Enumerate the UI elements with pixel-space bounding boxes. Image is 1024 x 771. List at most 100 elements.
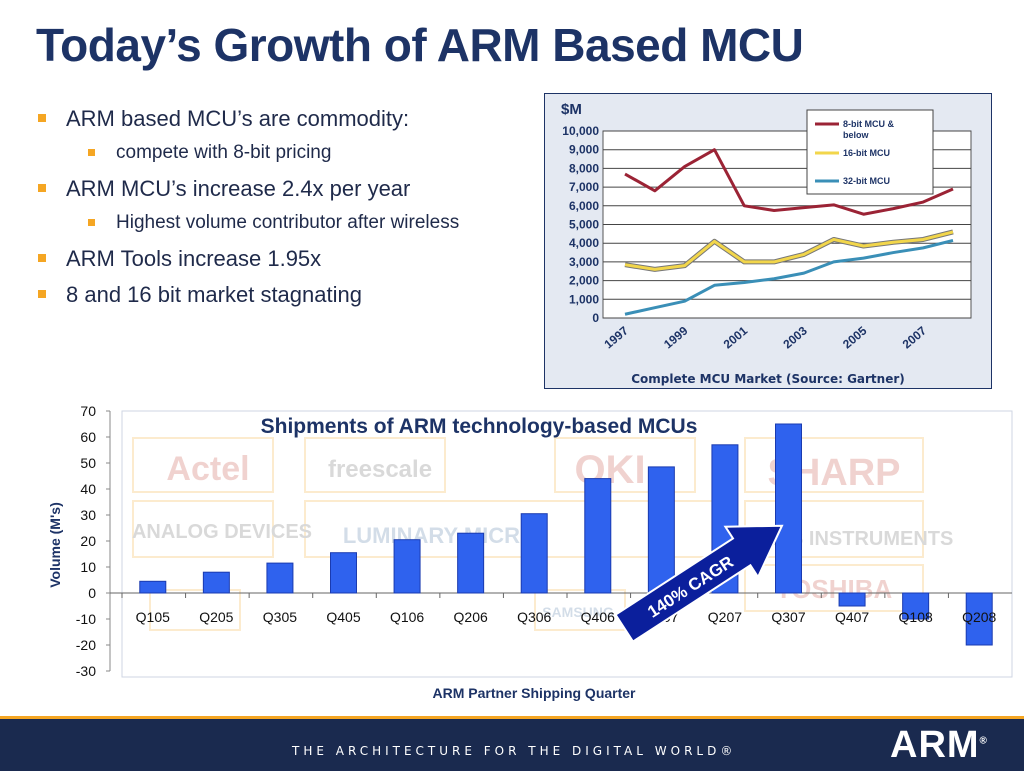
mcu-y-tick-label: 1,000 — [569, 292, 599, 306]
mcu-y-tick-label: 7,000 — [569, 180, 599, 194]
mcu-x-tick-label: 2001 — [721, 323, 751, 351]
shipments-x-tick-label: Q407 — [835, 609, 869, 625]
shipments-y-tick-label: -10 — [76, 611, 96, 627]
mcu-y-tick-label: 0 — [592, 311, 599, 325]
bullet-list: ARM based MCU’s are commodity: compete w… — [38, 106, 548, 318]
shipments-chart-title: Shipments of ARM technology-based MCUs — [261, 415, 698, 438]
shipments-y-tick-label: -30 — [76, 663, 96, 679]
background-logo-frame — [132, 437, 274, 493]
mcu-unit-label: $M — [561, 101, 582, 118]
mcu-market-chart-svg: $M 0 1,000 2,000 3,000 4,000 5,000 6,000 7,000 8,… — [561, 101, 972, 351]
bullet-square-icon — [88, 149, 95, 156]
shipments-y-tick-label: 10 — [80, 559, 96, 575]
mcu-y-tick-label: 10,000 — [562, 124, 599, 138]
mcu-legend-label-line: 16-bit MCU — [843, 148, 890, 158]
bullet-text: compete with 8-bit pricing — [116, 142, 332, 163]
shipments-x-tick-label: Q405 — [326, 609, 360, 625]
mcu-y-tick-label: 9,000 — [569, 143, 599, 157]
footer-tagline: THE ARCHITECTURE FOR THE DIGITAL WORLD® — [292, 744, 737, 758]
bullet-square-icon — [38, 254, 46, 262]
mcu-x-tick-label: 2007 — [900, 323, 930, 351]
mcu-y-tick-label: 2,000 — [569, 274, 599, 288]
shipments-bar — [902, 592, 930, 620]
shipments-y-tick-label: 30 — [80, 507, 96, 523]
shipments-x-tick-label: Q106 — [390, 609, 424, 625]
bullet-square-icon — [88, 219, 95, 226]
mcu-y-tick-label: 8,000 — [569, 161, 599, 175]
mcu-y-tick-label: 6,000 — [569, 199, 599, 213]
shipments-bar — [330, 552, 357, 594]
bullet-item: ARM Tools increase 1.95x — [38, 246, 548, 272]
mcu-legend: 8-bit MCU & below 16-bit MCU 32-bit MCU — [806, 109, 934, 195]
bullet-text: 8 and 16 bit market stagnating — [66, 282, 362, 307]
sub-bullet-item: Highest volume contributor after wireles… — [38, 212, 548, 234]
mcu-series-line — [624, 238, 954, 316]
shipments-bar — [647, 466, 675, 594]
mcu-legend-label: 32-bit MCU — [843, 176, 890, 186]
shipments-x-tick-label: Q306 — [517, 609, 551, 625]
bullet-text: Highest volume contributor after wireles… — [116, 212, 460, 233]
shipments-x-tick-label: Q105 — [136, 609, 170, 625]
mcu-x-tick-label: 2003 — [780, 323, 810, 351]
background-logo-frame — [554, 437, 696, 493]
bullet-item: ARM based MCU’s are commodity: — [38, 106, 548, 132]
background-logo-frame — [744, 437, 924, 493]
shipments-x-tick-label: Q406 — [581, 609, 615, 625]
shipments-bar — [584, 478, 612, 594]
shipments-x-tick-label: Q108 — [899, 609, 933, 625]
mcu-legend-label-line: 32-bit MCU — [843, 176, 890, 186]
shipments-bar — [139, 580, 167, 594]
shipments-bar — [393, 539, 421, 594]
shipments-bar — [520, 513, 548, 594]
mcu-x-tick-label: 2005 — [840, 323, 870, 351]
mcu-legend-label-line: below — [843, 130, 870, 140]
sub-bullet-item: compete with 8-bit pricing — [38, 142, 548, 164]
shipments-x-tick-label: Q207 — [708, 609, 742, 625]
shipments-y-tick-label: 40 — [80, 481, 96, 497]
bullet-text: ARM based MCU’s are commodity: — [66, 106, 410, 131]
background-logo-frame — [304, 437, 446, 493]
mcu-chart-caption: Complete MCU Market (Source: Gartner) — [631, 372, 905, 386]
arm-logo-mark: ® — [979, 735, 988, 747]
shipments-x-axis-label: ARM Partner Shipping Quarter — [432, 685, 636, 701]
mcu-legend-label: 16-bit MCU — [843, 148, 890, 158]
bullet-square-icon — [38, 114, 46, 122]
mcu-y-tick-label: 5,000 — [569, 218, 599, 232]
background-logo-frame — [149, 589, 241, 631]
shipments-plot-frame — [121, 410, 1013, 678]
mcu-x-tick-label: 1999 — [661, 323, 691, 351]
shipments-bar — [965, 592, 993, 646]
shipments-x-tick-label: Q307 — [771, 609, 805, 625]
shipments-bar — [838, 592, 866, 607]
background-logo-text: ANALOG DEVICES — [132, 521, 312, 543]
shipments-y-tick-label: 0 — [88, 585, 96, 601]
mcu-market-chart: $M 0 1,000 2,000 3,000 4,000 5,000 6,000 7,000 8,… — [544, 93, 992, 389]
shipments-x-tick-label: Q208 — [962, 609, 996, 625]
shipments-y-tick-label: -20 — [76, 637, 96, 653]
mcu-legend-label-line: 8-bit MCU & — [843, 119, 894, 129]
shipments-y-tick-label: 60 — [80, 429, 96, 445]
cagr-arrow-icon: 140% CAGR — [614, 524, 784, 643]
background-logo-frame — [132, 500, 274, 558]
shipments-bar — [457, 532, 485, 594]
shipments-bar — [266, 562, 294, 594]
bullet-square-icon — [38, 290, 46, 298]
arm-logo-text: ARM — [890, 724, 980, 766]
shipments-y-tick-label: 20 — [80, 533, 96, 549]
mcu-y-tick-label: 4,000 — [569, 236, 599, 250]
bullet-item: 8 and 16 bit market stagnating — [38, 282, 548, 308]
shipments-y-tick-label: 70 — [80, 403, 96, 419]
arm-logo: ARM® — [890, 724, 988, 767]
shipments-x-tick-label: Q205 — [199, 609, 233, 625]
background-logo-text: Actel — [166, 450, 249, 488]
mcu-series-line — [624, 148, 954, 216]
shipments-x-tick-label: Q206 — [454, 609, 488, 625]
bullet-text: ARM Tools increase 1.95x — [66, 246, 322, 271]
cagr-arrow-shape — [614, 524, 784, 643]
background-logo-frame — [744, 564, 924, 612]
mcu-series-line — [624, 230, 954, 271]
background-logo-text: LUMINARY MICRO — [343, 523, 537, 548]
bullet-square-icon — [38, 184, 46, 192]
mcu-y-tick-label: 3,000 — [569, 255, 599, 269]
